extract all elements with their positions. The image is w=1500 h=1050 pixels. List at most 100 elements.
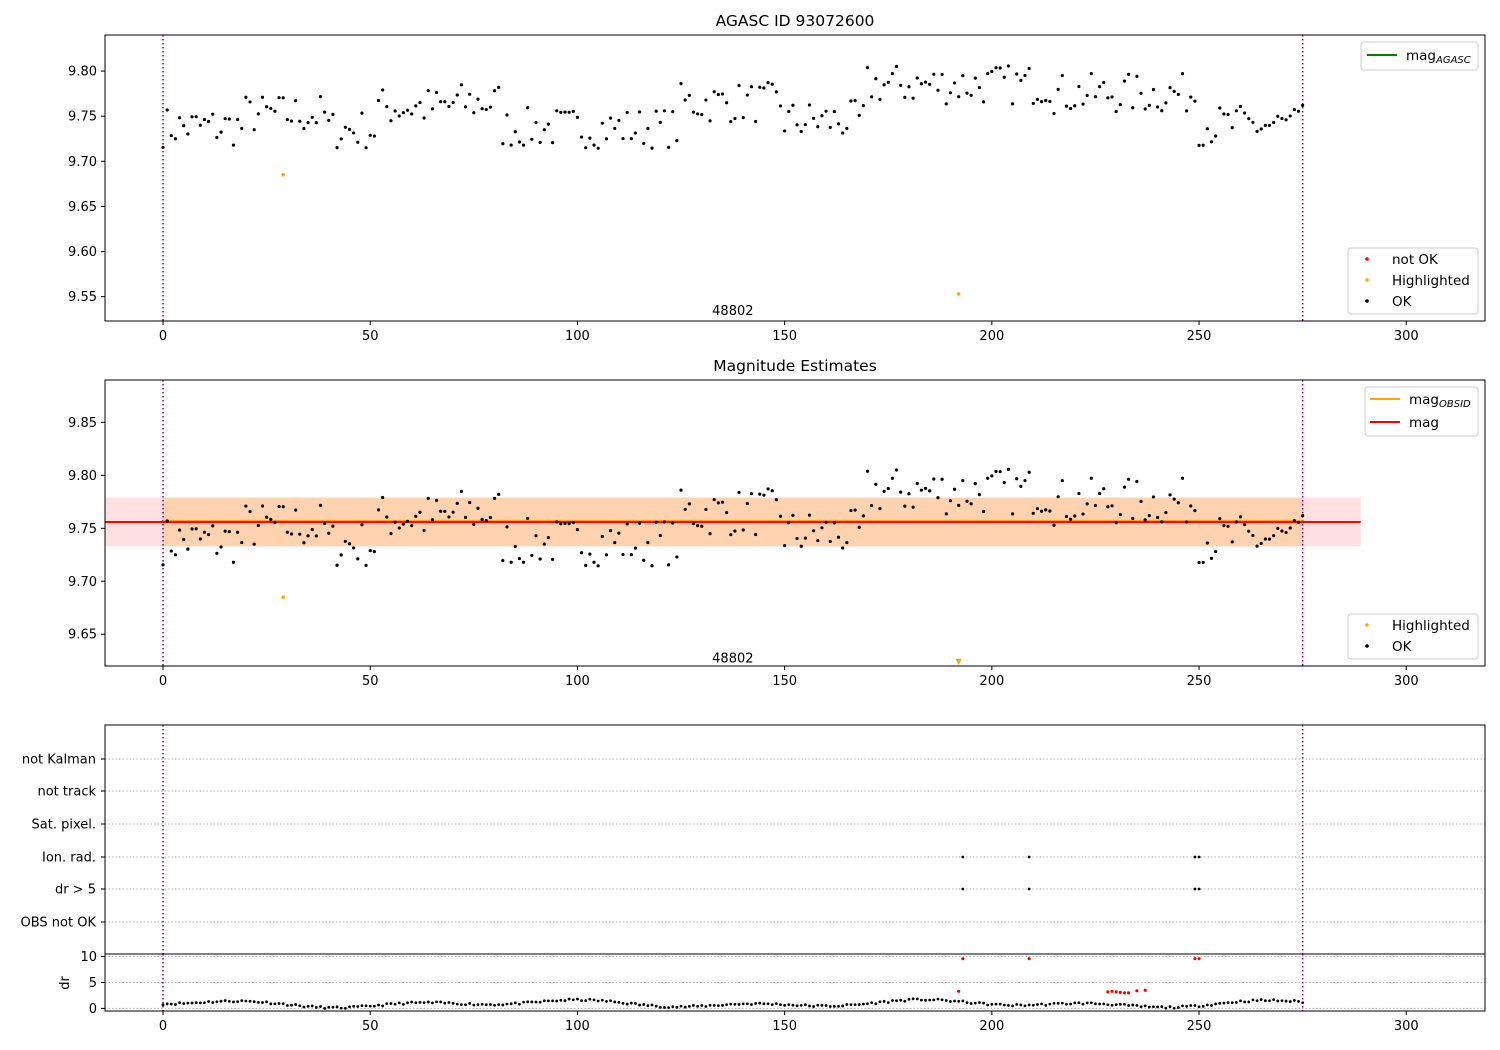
ok-point — [998, 66, 1002, 70]
dr-point — [832, 1004, 836, 1008]
ok-point — [323, 110, 327, 114]
ok-point — [513, 130, 517, 134]
ok-point — [1276, 526, 1280, 530]
ok-point — [654, 109, 658, 113]
ok-point — [1006, 64, 1011, 68]
ok-point — [1131, 516, 1135, 520]
ok-point — [1089, 71, 1093, 76]
flag-label: OBS not OK — [21, 916, 97, 931]
ok-point — [1118, 513, 1122, 517]
dr-point — [704, 1005, 708, 1008]
dr-point — [306, 1004, 310, 1008]
dr-point — [555, 999, 559, 1003]
dr-point — [940, 998, 944, 1002]
ok-point — [816, 539, 820, 543]
ok-point — [679, 82, 683, 86]
ok-point — [555, 109, 559, 113]
dr-point — [1027, 1003, 1031, 1007]
ok-point — [1039, 100, 1044, 104]
ok-point — [1230, 540, 1234, 544]
ok-point — [248, 100, 252, 104]
ok-point — [306, 121, 310, 125]
ok-point — [861, 514, 865, 518]
dr-point — [978, 1001, 981, 1004]
ok-point — [1251, 120, 1255, 124]
ok-point — [1180, 476, 1185, 480]
ok-point — [302, 541, 306, 545]
dr-point — [663, 1006, 666, 1009]
ok-point — [177, 528, 182, 532]
ok-point — [1077, 491, 1081, 496]
ok-point — [385, 515, 389, 519]
dr-point — [227, 999, 231, 1003]
ok-point — [1201, 143, 1205, 147]
ok-point — [1234, 520, 1238, 524]
magnitude-legend-lines: magOBSID mag — [1364, 386, 1479, 437]
ok-point — [642, 558, 646, 562]
ok-point — [981, 509, 986, 514]
ok-point — [691, 110, 696, 114]
ok-point — [401, 111, 405, 115]
ok-point — [1259, 541, 1263, 545]
ok-point — [716, 501, 720, 505]
ok-point — [1197, 143, 1201, 147]
ok-point — [1280, 529, 1284, 533]
dr-point — [1280, 999, 1284, 1003]
dr-point — [501, 1003, 505, 1007]
ok-point — [517, 556, 522, 561]
x-tick-label: 100 — [565, 329, 590, 344]
ok-point — [940, 72, 944, 77]
ok-point — [285, 530, 289, 534]
ok-point — [277, 96, 281, 100]
ok-point — [1127, 72, 1131, 76]
dr-point — [576, 997, 579, 1001]
dr-point — [480, 1002, 484, 1006]
ok-point — [1172, 497, 1176, 501]
ok-point — [1114, 109, 1118, 114]
ok-point — [227, 117, 231, 121]
ok-point — [828, 125, 832, 130]
ok-point — [542, 542, 546, 546]
dr-point — [443, 1001, 447, 1005]
x-tick-label: 250 — [1187, 674, 1212, 689]
dr-point — [986, 1003, 990, 1007]
dr-point — [1085, 1001, 1089, 1005]
ok-point — [347, 127, 352, 131]
dr-point — [621, 1001, 625, 1005]
ok-point — [223, 116, 227, 121]
x-tick-label: 250 — [1187, 1019, 1212, 1034]
ok-point — [592, 143, 596, 147]
ok-point — [207, 532, 211, 537]
dr-point — [1201, 1004, 1205, 1008]
ok-point — [526, 516, 530, 521]
dr-point — [489, 1003, 492, 1006]
ok-point — [1255, 129, 1259, 133]
dr-flagged-point — [957, 989, 961, 993]
ok-point — [766, 81, 770, 85]
ok-point — [1081, 512, 1085, 516]
ok-point — [944, 512, 948, 516]
dr-point — [708, 1003, 712, 1007]
ok-point — [1193, 509, 1197, 513]
ok-point — [1002, 75, 1006, 79]
ok-point — [990, 69, 994, 74]
dr-point — [551, 999, 554, 1003]
dr-point — [327, 1005, 331, 1009]
ok-point — [310, 115, 314, 119]
dr-point — [613, 1000, 617, 1004]
ok-point — [737, 490, 741, 495]
ok-point — [579, 135, 584, 139]
ok-point — [749, 492, 754, 496]
ok-point — [364, 563, 368, 568]
ok-point — [1027, 470, 1031, 474]
ok-point — [1185, 109, 1189, 113]
ok-point — [372, 550, 376, 554]
dr-point — [459, 1003, 463, 1007]
ok-point — [202, 530, 207, 534]
dr-point — [874, 1002, 878, 1006]
ok-point — [202, 117, 207, 122]
dr-point — [824, 1004, 828, 1007]
ok-point — [932, 477, 936, 481]
obsid-annotation: 48802 — [712, 652, 753, 667]
flag-point — [961, 887, 965, 891]
